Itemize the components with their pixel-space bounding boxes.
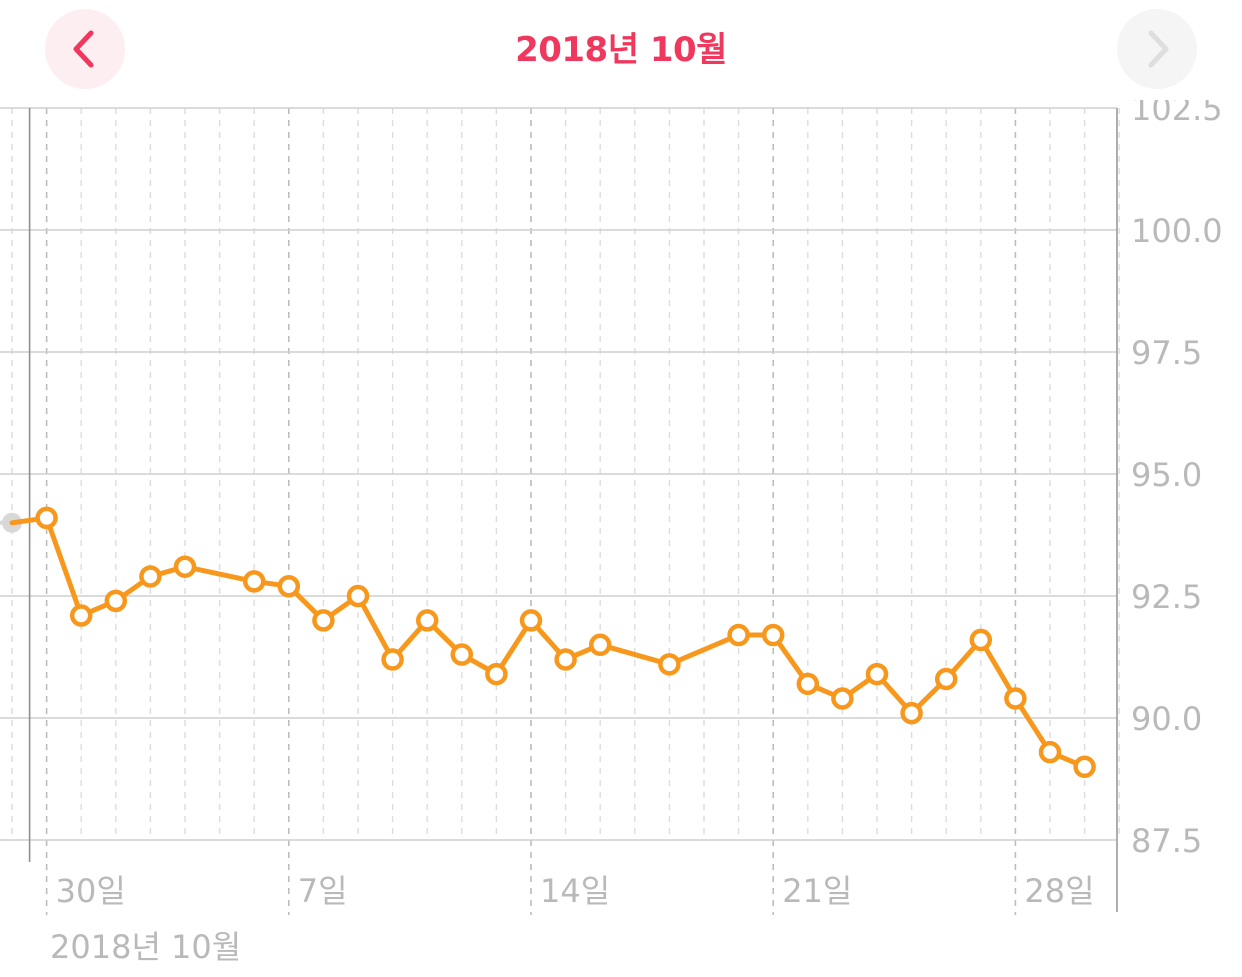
y-tick-label: 100.0 xyxy=(1131,212,1223,250)
previous-month-button[interactable] xyxy=(45,9,125,89)
data-point xyxy=(658,653,681,676)
x-tick-label: 7일 xyxy=(298,872,348,910)
x-tick-label: 30일 xyxy=(56,872,126,910)
data-point xyxy=(450,643,474,666)
data-point xyxy=(346,584,370,608)
data-point xyxy=(519,609,543,632)
y-tick-label: 102.5 xyxy=(1131,100,1223,128)
data-point xyxy=(588,633,612,657)
data-point xyxy=(761,623,785,647)
data-point xyxy=(1073,755,1096,779)
chevron-left-icon xyxy=(73,30,94,68)
chevron-right-icon xyxy=(1148,30,1169,68)
data-point xyxy=(1038,740,1062,764)
data-point xyxy=(35,506,58,530)
data-point xyxy=(312,609,335,632)
data-point xyxy=(173,555,197,578)
x-tick-label: 14일 xyxy=(540,872,610,910)
header: 2018년 10월 xyxy=(0,0,1242,100)
data-point xyxy=(865,662,889,686)
data-point xyxy=(277,574,301,598)
month-caption: 2018년 10월 xyxy=(50,928,242,966)
data-point xyxy=(485,662,508,686)
x-tick-label: 21일 xyxy=(782,872,852,910)
data-point xyxy=(1004,687,1027,710)
next-month-button[interactable] xyxy=(1117,9,1197,89)
data-point xyxy=(934,667,958,691)
data-point xyxy=(415,609,439,632)
data-point xyxy=(831,687,854,710)
weight-chart[interactable]: 102.5 100.0 97.5 95.0 92.5 90.0 87.5 30일 7일 14일 21… xyxy=(0,100,1242,915)
series-line xyxy=(44,515,1088,770)
y-tick-label: 87.5 xyxy=(1131,822,1202,860)
data-point xyxy=(796,672,820,696)
data-point xyxy=(69,604,93,627)
y-tick-label: 92.5 xyxy=(1131,578,1202,616)
data-point xyxy=(727,623,750,647)
data-point xyxy=(381,648,404,671)
x-tick-label: 28일 xyxy=(1024,872,1094,910)
data-point xyxy=(554,648,577,671)
data-point xyxy=(139,565,162,588)
data-point xyxy=(242,570,266,593)
data-point xyxy=(104,589,128,613)
data-point xyxy=(900,701,923,725)
y-tick-label: 97.5 xyxy=(1131,334,1202,372)
page-title: 2018년 10월 xyxy=(515,30,727,70)
y-tick-label: 95.0 xyxy=(1131,456,1202,494)
y-tick-label: 90.0 xyxy=(1131,700,1202,738)
data-point xyxy=(969,628,993,652)
